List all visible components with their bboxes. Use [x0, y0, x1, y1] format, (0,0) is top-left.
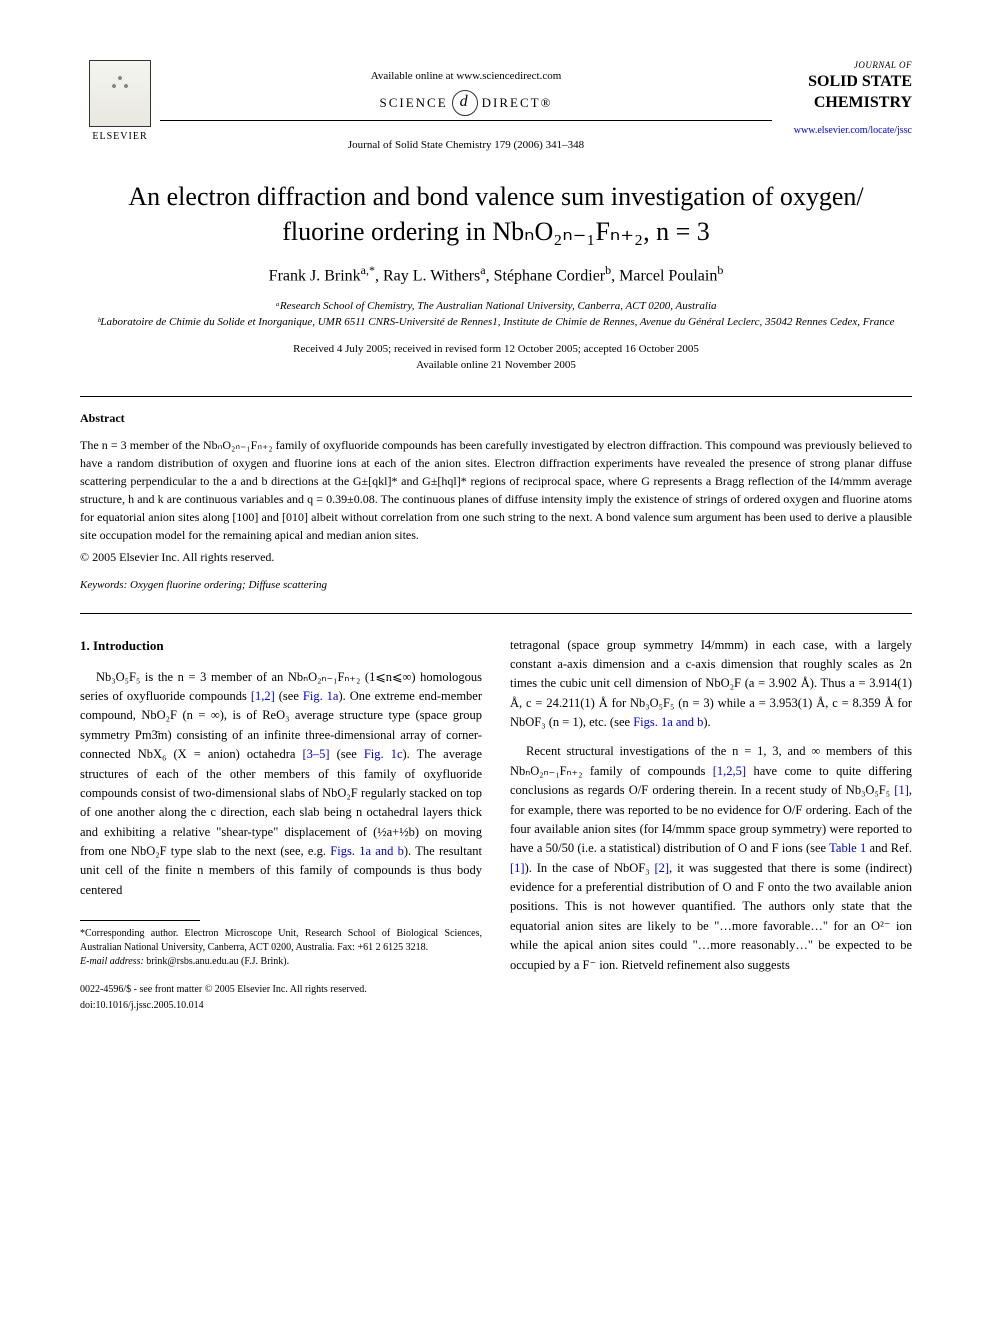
p3-seg-d: and Ref.: [866, 841, 912, 855]
authors-line: Frank J. Brinka,*, Ray L. Withersa, Stép…: [80, 263, 912, 285]
left-column: 1. Introduction Nb₃O₅F₅ is the n = 3 mem…: [80, 636, 482, 1014]
ref-link-1a[interactable]: [1]: [894, 783, 909, 797]
intro-para-2: tetragonal (space group symmetry I4/mmm)…: [510, 636, 912, 733]
sd-left: SCIENCE: [380, 95, 448, 111]
journal-label: JOURNAL OF: [772, 60, 912, 70]
p3-seg-e: ). In the case of NbOF₃: [525, 861, 655, 875]
journal-url-link[interactable]: www.elsevier.com/locate/jssc: [772, 125, 912, 136]
elsevier-tree-icon: [89, 60, 151, 127]
keywords-text: Oxygen fluorine ordering; Diffuse scatte…: [127, 579, 327, 591]
intro-para-3: Recent structural investigations of the …: [510, 742, 912, 975]
abstract-body: The n = 3 member of the NbₙO₂ₙ₋₁Fₙ₊₂ fam…: [80, 436, 912, 544]
p1-seg-b: (see: [275, 689, 303, 703]
ref-link-1-2[interactable]: [1,2]: [251, 689, 275, 703]
fig-link-1ab[interactable]: Figs. 1a and b: [330, 844, 404, 858]
received-date: Received 4 July 2005; received in revise…: [80, 341, 912, 358]
sd-emblem-icon: d: [452, 90, 478, 116]
affiliations: ᵃResearch School of Chemistry, The Austr…: [80, 298, 912, 331]
ref-link-3-5[interactable]: [3–5]: [303, 747, 330, 761]
abstract-copyright: © 2005 Elsevier Inc. All rights reserved…: [80, 550, 912, 565]
journal-name-2: CHEMISTRY: [772, 94, 912, 112]
ref-link-1b[interactable]: [1]: [510, 861, 525, 875]
section-1-heading: 1. Introduction: [80, 636, 482, 656]
ref-link-2[interactable]: [2]: [654, 861, 669, 875]
article-dates: Received 4 July 2005; received in revise…: [80, 341, 912, 374]
email-label: E-mail address:: [80, 956, 144, 967]
page-container: ELSEVIER Available online at www.science…: [0, 0, 992, 1053]
footer-doi: doi:10.1016/j.jssc.2005.10.014: [80, 999, 482, 1013]
journal-reference: Journal of Solid State Chemistry 179 (20…: [160, 139, 772, 151]
corresponding-author-note: *Corresponding author. Electron Microsco…: [80, 927, 482, 955]
sd-right: DIRECT®: [482, 95, 553, 111]
p1-seg-d: (see: [330, 747, 364, 761]
footnote-separator: [80, 920, 200, 921]
online-date: Available online 21 November 2005: [80, 357, 912, 374]
title-line-1: An electron diffraction and bond valence…: [128, 182, 863, 211]
fig-link-1a[interactable]: Fig. 1a: [303, 689, 339, 703]
fig-link-1ab-2[interactable]: Figs. 1a and b: [633, 715, 703, 729]
email-address[interactable]: brink@rsbs.anu.edu.au (F.J. Brink).: [144, 956, 289, 967]
available-online-text: Available online at www.sciencedirect.co…: [160, 70, 772, 82]
p1-seg-e: ). The average structures of each of the…: [80, 747, 482, 858]
p3-seg-f: , it was suggested that there is some (i…: [510, 861, 912, 972]
header-center: Available online at www.sciencedirect.co…: [160, 60, 772, 151]
keywords-label: Keywords:: [80, 579, 127, 591]
article-title: An electron diffraction and bond valence…: [80, 179, 912, 249]
abstract-top-rule: [80, 396, 912, 397]
header-rule: [160, 120, 772, 121]
keywords-line: Keywords: Oxygen fluorine ordering; Diff…: [80, 579, 912, 591]
email-line: E-mail address: brink@rsbs.anu.edu.au (F…: [80, 955, 482, 969]
ref-link-125[interactable]: [1,2,5]: [713, 764, 746, 778]
header-row: ELSEVIER Available online at www.science…: [80, 60, 912, 151]
table-link-1[interactable]: Table 1: [829, 841, 866, 855]
affiliation-b: ᵇLaboratoire de Chimie du Solide et Inor…: [80, 314, 912, 331]
title-line-2: fluorine ordering in NbₙO₂ₙ₋₁Fₙ₊₂, n = 3: [282, 217, 710, 246]
intro-para-1: Nb₃O₅F₅ is the n = 3 member of an NbₙO₂ₙ…: [80, 668, 482, 901]
fig-link-1c[interactable]: Fig. 1c: [364, 747, 403, 761]
abstract-heading: Abstract: [80, 411, 912, 426]
journal-logo-box: JOURNAL OF SOLID STATE CHEMISTRY www.els…: [772, 60, 912, 136]
abstract-text: The n = 3 member of the NbₙO₂ₙ₋₁Fₙ₊₂ fam…: [80, 438, 912, 542]
p2-seg-a: tetragonal (space group symmetry I4/mmm)…: [510, 638, 912, 730]
right-column: tetragonal (space group symmetry I4/mmm)…: [510, 636, 912, 1014]
affiliation-a: ᵃResearch School of Chemistry, The Austr…: [80, 298, 912, 315]
footer-copyright: 0022-4596/$ - see front matter © 2005 El…: [80, 983, 482, 997]
abstract-bottom-rule: [80, 613, 912, 614]
body-columns: 1. Introduction Nb₃O₅F₅ is the n = 3 mem…: [80, 636, 912, 1014]
journal-name-1: SOLID STATE: [772, 73, 912, 91]
elsevier-logo: ELSEVIER: [80, 60, 160, 150]
science-direct-logo: SCIENCE d DIRECT®: [380, 90, 553, 116]
p2-seg-b: ).: [703, 715, 710, 729]
elsevier-label: ELSEVIER: [92, 131, 147, 142]
